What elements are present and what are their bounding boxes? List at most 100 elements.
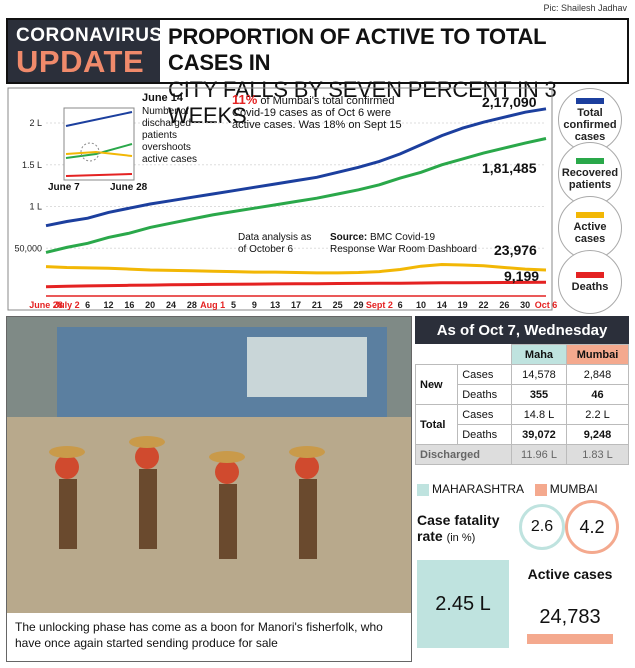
source-label: Source: bbox=[330, 232, 368, 243]
x-tick-label: 21 bbox=[312, 300, 322, 310]
x-tick-label: 12 bbox=[103, 300, 113, 310]
table-row: Total Cases 14.8 L 2.2 L bbox=[414, 404, 629, 445]
photo-caption: The unlocking phase has come as a boon f… bbox=[7, 613, 411, 661]
legend-total-label: Total confirmed cases bbox=[563, 106, 617, 143]
legend-active: Active cases bbox=[558, 196, 622, 260]
cfr-label: Case fatality rate (in %) bbox=[417, 512, 517, 546]
active-mumbai: 24,783 bbox=[539, 606, 601, 628]
main-text: of Mumbai's total confirmed Covid-19 cas… bbox=[232, 95, 402, 131]
col-maha: Maha bbox=[510, 344, 568, 365]
x-tick-label: 14 bbox=[437, 300, 447, 310]
maha-chip bbox=[417, 483, 429, 496]
mumbai-value: 2,848 bbox=[566, 364, 629, 385]
active-maha: 2.45 L bbox=[417, 560, 509, 648]
x-tick-label: 30 bbox=[520, 300, 530, 310]
cfr-mumbai: 4.2 bbox=[565, 500, 619, 554]
mumbai-value: 9,248 bbox=[566, 424, 629, 445]
legend-total: Total confirmed cases bbox=[558, 88, 622, 152]
x-tick-label: 17 bbox=[291, 300, 301, 310]
group-label: Total bbox=[414, 404, 459, 445]
maha-name: MAHARASHTRA bbox=[432, 482, 524, 496]
cfr-unit: (in %) bbox=[446, 532, 476, 544]
header-tag-line1: CORONAVIRUS bbox=[16, 25, 163, 46]
inset-total-line bbox=[65, 111, 133, 127]
x-tick-label: June 28 bbox=[29, 300, 63, 310]
legend-active-label: Active cases bbox=[573, 220, 607, 245]
photo-credit: Pic: Shailesh Jadhav bbox=[543, 3, 627, 13]
series-line bbox=[45, 137, 547, 254]
fisherfolk-photo: The unlocking phase has come as a boon f… bbox=[6, 316, 412, 662]
x-tick-label: Aug 1 bbox=[200, 300, 225, 310]
y-tick-label: 1 L bbox=[29, 202, 42, 212]
maha-value: 14,578 bbox=[510, 364, 568, 385]
col-mumbai: Mumbai bbox=[566, 344, 629, 365]
cfr-label-text: Case fatality rate bbox=[417, 512, 500, 544]
inset-recovered-line bbox=[65, 143, 133, 159]
x-tick-label: 20 bbox=[145, 300, 155, 310]
header-tag: CORONAVIRUS UPDATE bbox=[8, 20, 163, 82]
x-tick-label: 6 bbox=[398, 300, 403, 310]
legend-deaths: Deaths bbox=[558, 250, 622, 314]
x-tick-label: Oct 6 bbox=[535, 300, 558, 310]
x-tick-label: 26 bbox=[499, 300, 509, 310]
legend-deaths-label: Deaths bbox=[571, 280, 609, 293]
main-pct: 11% bbox=[232, 92, 258, 107]
photo-illustration bbox=[7, 317, 411, 617]
x-tick-label: Sept 2 bbox=[366, 300, 393, 310]
main-annotation: 11% of Mumbai's total confirmed Covid-19… bbox=[232, 92, 422, 131]
inset-x1: June 7 bbox=[48, 182, 80, 193]
source-text: BMC Covid-19 Response War Room Dashboard bbox=[330, 232, 477, 255]
chart-frame bbox=[7, 87, 553, 311]
discharged-label: Discharged bbox=[415, 444, 512, 465]
x-tick-label: 16 bbox=[124, 300, 134, 310]
mumbai-value: 46 bbox=[566, 384, 629, 405]
stats-table: Maha Mumbai New Cases 14,578 2,848 Death… bbox=[414, 344, 629, 465]
legend-recovered: Recovered patients bbox=[558, 142, 622, 206]
metric-label: Deaths bbox=[457, 424, 512, 445]
inset-crossover-marker bbox=[80, 142, 100, 162]
x-tick-label: July 2 bbox=[54, 300, 80, 310]
table-row: New Cases 14,578 2,848 bbox=[414, 364, 629, 405]
table-row: Discharged 11.96 L 1.83 L bbox=[415, 444, 629, 465]
inset-text: Number of discharged patients overshoots… bbox=[142, 106, 198, 165]
stats-panel: As of Oct 7, Wednesday Maha Mumbai New C… bbox=[414, 316, 629, 662]
page-subtitle: CITY FALLS BY SEVEN PERCENT IN 3 WEEKS bbox=[168, 77, 557, 128]
x-tick-label: 6 bbox=[85, 300, 90, 310]
series-line bbox=[45, 262, 547, 275]
table-row: Deaths 355 46 bbox=[416, 384, 629, 405]
state-legend: MAHARASHTRA MUMBAI bbox=[417, 482, 598, 496]
stats-title: As of Oct 7, Wednesday bbox=[415, 316, 629, 344]
mumbai-value: 1.83 L bbox=[566, 444, 629, 465]
label-total: 2,17,090 bbox=[482, 94, 537, 110]
y-tick-label: 1.5 L bbox=[22, 160, 42, 170]
x-tick-label: 9 bbox=[252, 300, 257, 310]
x-tick-label: 13 bbox=[270, 300, 280, 310]
label-recovered: 1,81,485 bbox=[482, 160, 537, 176]
inset-x2: June 28 bbox=[110, 182, 148, 193]
metric-label: Cases bbox=[457, 364, 512, 385]
analysis-note: Data analysis as of October 6 bbox=[238, 232, 312, 255]
maha-value: 39,072 bbox=[510, 424, 568, 445]
header-tag-line2: UPDATE bbox=[16, 44, 145, 79]
maha-value: 11.96 L bbox=[510, 444, 568, 465]
x-tick-label: 22 bbox=[478, 300, 488, 310]
label-deaths: 9,199 bbox=[504, 268, 540, 284]
source-note: Source: BMC Covid-19 Response War Room D… bbox=[330, 232, 480, 256]
active-label: Active cases bbox=[527, 566, 613, 582]
x-tick-label: 25 bbox=[333, 300, 343, 310]
group-label: New bbox=[414, 364, 459, 405]
metric-label: Cases bbox=[457, 404, 512, 425]
mumbai-chip bbox=[534, 483, 547, 496]
x-tick-label: 10 bbox=[416, 300, 426, 310]
x-tick-label: 29 bbox=[353, 300, 363, 310]
x-tick-label: 28 bbox=[187, 300, 197, 310]
inset-active-line bbox=[65, 150, 133, 157]
maha-value: 14.8 L bbox=[510, 404, 568, 425]
x-tick-label: 5 bbox=[231, 300, 236, 310]
active-mumbai-bar bbox=[527, 634, 613, 644]
metric-label: Deaths bbox=[457, 384, 512, 405]
y-tick-label: 2 L bbox=[29, 118, 42, 128]
x-tick-label: 19 bbox=[458, 300, 468, 310]
